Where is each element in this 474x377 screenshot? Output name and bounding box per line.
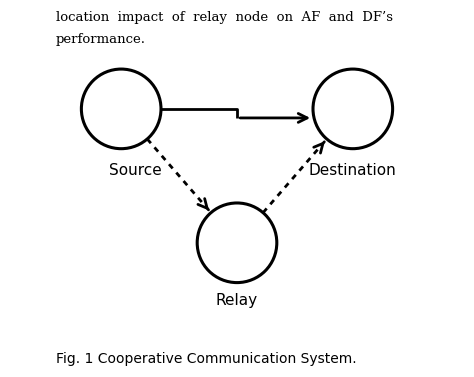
Text: location  impact  of  relay  node  on  AF  and  DF’s: location impact of relay node on AF and … bbox=[56, 11, 393, 24]
Text: Destination: Destination bbox=[309, 163, 397, 178]
Circle shape bbox=[197, 203, 277, 283]
Text: Source: Source bbox=[109, 163, 162, 178]
Text: performance.: performance. bbox=[56, 33, 146, 46]
Circle shape bbox=[313, 69, 392, 149]
Text: Fig. 1 Cooperative Communication System.: Fig. 1 Cooperative Communication System. bbox=[56, 352, 356, 366]
Circle shape bbox=[82, 69, 161, 149]
Text: Relay: Relay bbox=[216, 293, 258, 308]
